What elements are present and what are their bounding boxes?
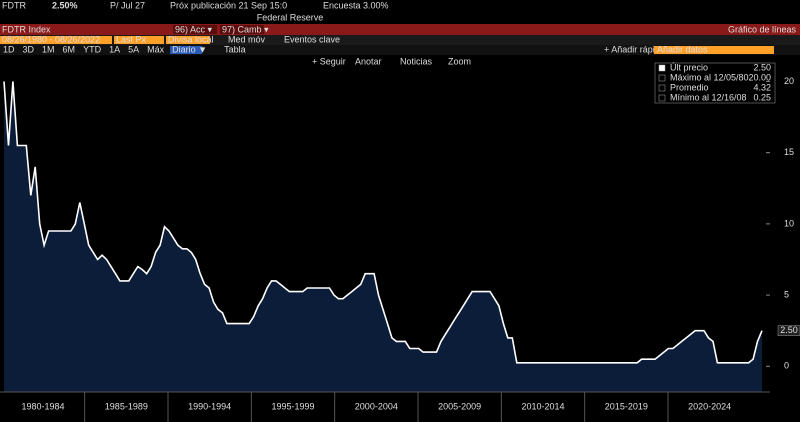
y-tick-label: 15 [784, 147, 794, 157]
settings-bar [0, 35, 800, 45]
add-data-box[interactable] [654, 46, 774, 54]
price-line [3, 81, 763, 364]
chart-tool[interactable]: + Seguir [312, 56, 346, 66]
x-tick-label: 1985-1989 [105, 401, 148, 411]
x-tick-label: 2015-2019 [605, 401, 648, 411]
last-price-tag [777, 325, 800, 336]
x-tick-label: 1990-1994 [188, 401, 231, 411]
period-button[interactable]: 5A [128, 44, 139, 54]
add-data[interactable]: Añadir datos [657, 44, 708, 54]
legend-label: Máximo al 12/05/80 [670, 72, 749, 82]
period-button[interactable]: 6M [63, 44, 76, 54]
action[interactable]: 97) Camb ▾ [222, 24, 269, 34]
quick-add[interactable]: + Añadir rápi [604, 44, 655, 54]
x-tick-label: 2000-2004 [355, 401, 398, 411]
action-button[interactable] [173, 25, 217, 34]
x-tick-label: 2010-2014 [521, 401, 564, 411]
legend-swatch [658, 64, 666, 72]
chart-tool[interactable]: Noticias [400, 56, 433, 66]
period-bar [0, 45, 800, 55]
period-button[interactable]: 1D [3, 44, 15, 54]
area [4, 81, 762, 393]
legend-box [654, 62, 776, 104]
field-box[interactable] [114, 36, 164, 44]
table[interactable]: Tabla [224, 44, 246, 54]
y-tick-label: 5 [784, 289, 789, 299]
survey: Encuesta 3.00% [323, 0, 389, 10]
legend-value: 0.25 [753, 92, 771, 102]
period: P/ Jul 27 [110, 0, 145, 10]
title-bar [0, 24, 800, 35]
chart-tool[interactable]: Anotar [355, 56, 382, 66]
legend-value: 20.00 [748, 72, 771, 82]
x-tick-label: 2020-2024 [688, 401, 731, 411]
x-tick-label: 1995-1999 [271, 401, 314, 411]
chart-tool[interactable]: Zoom [448, 56, 471, 66]
legend-label: Mínimo al 12/16/08 [670, 92, 747, 102]
action[interactable]: 96) Acc ▾ [175, 24, 213, 34]
security: FDTR Index [2, 24, 51, 34]
current-value: 2.50% [52, 0, 78, 10]
last-price-label: 2.50 [780, 325, 798, 335]
x-tick-label: 2005-2009 [438, 401, 481, 411]
legend-value: 4.32 [753, 82, 771, 92]
view: Gráfico de líneas [728, 24, 797, 34]
period-button[interactable]: 1M [42, 44, 55, 54]
field-box[interactable] [0, 36, 112, 44]
setting[interactable]: Divisa local [168, 34, 214, 44]
legend-swatch [658, 94, 666, 102]
frequency-box[interactable] [170, 46, 203, 54]
field-box[interactable] [166, 36, 210, 44]
period-button[interactable]: Máx [147, 44, 165, 54]
x-tick-label: 1980-1984 [21, 401, 64, 411]
next-release: Próx publicación 21 Sep 15:0 [170, 0, 287, 10]
legend-swatch [658, 74, 666, 82]
setting[interactable]: 08/26/1980 - 08/26/2022 [2, 34, 100, 44]
moving-avg[interactable]: Med móv [228, 34, 266, 44]
y-tick-label: 0 [784, 361, 789, 371]
period-button[interactable]: 3D [23, 44, 35, 54]
ticker: FDTR [2, 0, 26, 10]
y-tick-label: 20 [784, 76, 794, 86]
period-button[interactable]: 1A [109, 44, 120, 54]
legend-value: 2.50 [753, 62, 771, 72]
events[interactable]: Eventos clave [284, 34, 340, 44]
period-button[interactable]: YTD [83, 44, 102, 54]
y-tick-label: 10 [784, 218, 794, 228]
legend-label: Últ precio [670, 62, 708, 72]
setting[interactable]: Last Px [116, 34, 147, 44]
legend-swatch [658, 84, 666, 92]
source: Federal Reserve [257, 12, 324, 22]
frequency[interactable]: Diario ▼ [172, 44, 207, 54]
action-button[interactable] [220, 25, 264, 34]
legend-label: Promedio [670, 82, 709, 92]
